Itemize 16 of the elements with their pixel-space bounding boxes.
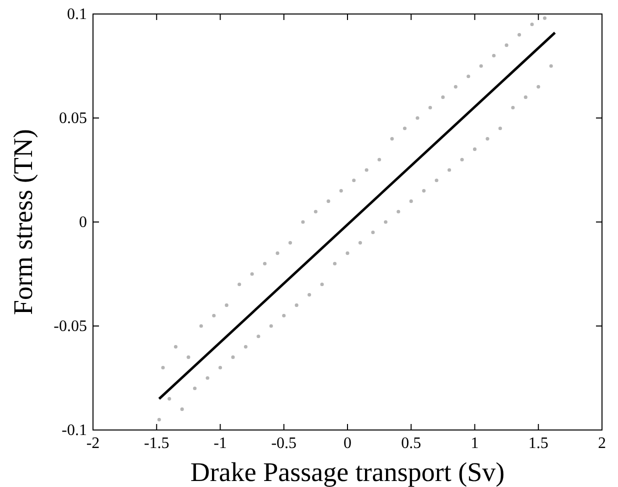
x-tick-label: -1.5 bbox=[144, 435, 170, 452]
x-tick-label: 0 bbox=[344, 435, 352, 452]
x-axis-title: Drake Passage transport (Sv) bbox=[190, 457, 505, 487]
y-tick-label: 0.1 bbox=[67, 6, 87, 23]
y-tick-label: -0.05 bbox=[54, 318, 87, 335]
x-tick-label: -0.5 bbox=[271, 435, 297, 452]
x-tick-label: -2 bbox=[86, 435, 100, 452]
y-tick-label: 0.05 bbox=[59, 110, 87, 127]
x-tick-label: -1 bbox=[214, 435, 227, 452]
y-tick-label: 0 bbox=[79, 214, 87, 231]
x-tick-label: 1 bbox=[470, 435, 479, 452]
x-tick-label: 0.5 bbox=[401, 435, 422, 452]
x-tick-label: 1.5 bbox=[528, 435, 548, 452]
y-axis-title: Form stress (TN) bbox=[8, 129, 38, 315]
y-tick-label: -0.1 bbox=[62, 422, 87, 439]
x-tick-label: 2 bbox=[598, 435, 606, 452]
